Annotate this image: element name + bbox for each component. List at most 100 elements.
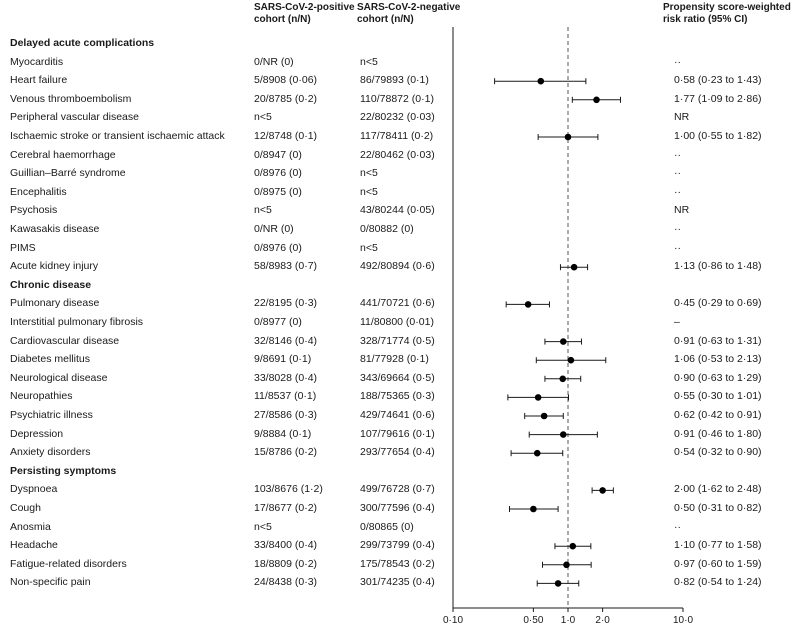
positive-count: 17/8677 (0·2) bbox=[254, 502, 318, 514]
outcome-label: Ischaemic stroke or transient ischaemic … bbox=[10, 130, 225, 142]
negative-count: 11/80800 (0·01) bbox=[360, 316, 434, 328]
estimate-point bbox=[537, 77, 545, 85]
table-row: Neurological disease 33/8028 (0·4) 343/696… bbox=[0, 370, 794, 389]
outcome-label: Anosmia bbox=[10, 520, 51, 533]
section-heading: Chronic disease bbox=[0, 277, 794, 296]
positive-count: n<5 bbox=[254, 204, 272, 217]
negative-count: 117/78411 (0·2) bbox=[360, 130, 434, 142]
risk-ratio-text: NR bbox=[674, 111, 690, 124]
outcome-label: Myocarditis bbox=[10, 55, 64, 68]
positive-count: 15/8786 (0·2) bbox=[254, 446, 318, 459]
outcome-label: Encephalitis bbox=[10, 185, 67, 198]
table-row: Depression 9/8884 (0·1) 107/79616 (0·1) 0·9… bbox=[0, 426, 794, 445]
negative-count: 429/74641 (0·6) bbox=[360, 409, 435, 421]
risk-ratio-text: 0·54 (0·32 to 0·90) bbox=[674, 446, 762, 459]
table-row: PIMS 0/8976 (0) n<5 ·· bbox=[0, 240, 794, 259]
risk-ratio-text: 0·90 (0·63 to 1·29) bbox=[674, 371, 762, 384]
negative-count: 110/78872 (0·1) bbox=[360, 92, 434, 105]
table-row: Cough 17/8677 (0·2) 300/77596 (0·4) 0·50 (0… bbox=[0, 500, 794, 519]
positive-count: 0/NR (0) bbox=[254, 223, 294, 235]
x-tick-label: 0·10 bbox=[443, 615, 463, 626]
positive-header-line-1: SARS-CoV-2-positive bbox=[254, 2, 355, 13]
negative-count: 343/69664 (0·5) bbox=[360, 371, 435, 384]
risk-ratio-text: ·· bbox=[674, 241, 681, 254]
estimate-point bbox=[554, 580, 562, 587]
outcome-label: Kawasakis disease bbox=[10, 223, 100, 235]
positive-count: 0/8975 (0) bbox=[254, 185, 302, 198]
risk-ratio-text: ·· bbox=[674, 520, 681, 533]
negative-count: 299/73799 (0·4) bbox=[360, 539, 435, 552]
risk-ratio-text: 1·06 (0·53 to 2·13) bbox=[674, 353, 762, 366]
table-row: Diabetes mellitus 9/8691 (0·1) 81/77928 (0… bbox=[0, 351, 794, 370]
outcome-label: Dyspnoea bbox=[10, 483, 58, 496]
estimate-point bbox=[564, 133, 572, 141]
outcome-label: Guillian–Barré syndrome bbox=[10, 167, 126, 180]
table-row: Anosmia n<5 0/80865 (0) ·· bbox=[0, 519, 794, 538]
estimate-point bbox=[567, 356, 575, 364]
outcome-label: Psychosis bbox=[10, 204, 58, 217]
negative-header-line-2: cohort (n/N) bbox=[357, 14, 414, 25]
negative-count: 175/78543 (0·2) bbox=[360, 557, 435, 570]
estimate-point bbox=[599, 487, 606, 494]
ratio-header-line-2: risk ratio (95% CI) bbox=[663, 14, 748, 25]
table-row: Cerebral haemorrhage 0/8947 (0) 22/80462 (… bbox=[0, 147, 794, 166]
positive-header-line-2: cohort (n/N) bbox=[254, 14, 311, 25]
outcome-label: Acute kidney injury bbox=[10, 260, 99, 273]
risk-ratio-text: 1·77 (1·09 to 2·86) bbox=[674, 92, 762, 105]
outcome-label: Headache bbox=[10, 539, 58, 552]
risk-ratio-text: 0·58 (0·23 to 1·43) bbox=[674, 74, 762, 87]
positive-count: 103/8676 (1·2) bbox=[254, 483, 323, 496]
x-tick-label: 10·0 bbox=[673, 615, 693, 626]
outcome-label: Diabetes mellitus bbox=[10, 353, 90, 366]
table-row: Headache 33/8400 (0·4) 299/73799 (0·4) 1·10… bbox=[0, 537, 794, 556]
outcome-label: Interstitial pulmonary fibrosis bbox=[10, 316, 144, 328]
table-row: Fatigue-related disorders 18/8809 (0·2) 17… bbox=[0, 556, 794, 575]
table-row: Anxiety disorders 15/8786 (0·2) 293/77654 … bbox=[0, 444, 794, 463]
outcome-label: Neurological disease bbox=[10, 371, 108, 384]
positive-count: 33/8028 (0·4) bbox=[254, 371, 318, 384]
negative-count: 22/80462 (0·03) bbox=[360, 148, 435, 161]
risk-ratio-text: ·· bbox=[674, 223, 681, 235]
negative-count: n<5 bbox=[360, 55, 378, 68]
negative-count: 301/74235 (0·4) bbox=[360, 576, 435, 589]
negative-count: 43/80244 (0·05) bbox=[360, 204, 435, 217]
outcome-label: Cerebral haemorrhage bbox=[10, 148, 116, 161]
x-tick-label: 1·0 bbox=[561, 615, 576, 626]
section-label: Delayed acute complications bbox=[10, 37, 155, 49]
positive-count: 0/8947 (0) bbox=[254, 148, 302, 161]
table-row: Psychosis n<5 43/80244 (0·05) NR bbox=[0, 202, 794, 221]
estimate-point bbox=[530, 505, 537, 513]
positive-count: 22/8195 (0·3) bbox=[254, 297, 318, 310]
positive-count: 9/8884 (0·1) bbox=[254, 427, 312, 440]
risk-ratio-text: ·· bbox=[674, 148, 681, 161]
risk-ratio-text: 1·10 (0·77 to 1·58) bbox=[674, 539, 762, 552]
positive-count: 27/8586 (0·3) bbox=[254, 409, 318, 421]
table-row: Interstitial pulmonary fibrosis 0/8977 (0… bbox=[0, 314, 794, 333]
negative-count: 328/71774 (0·5) bbox=[360, 334, 435, 347]
section-label: Chronic disease bbox=[10, 278, 92, 291]
table-row: Guillian–Barré syndrome 0/8976 (0) n<5 ·· bbox=[0, 165, 794, 184]
positive-count: 5/8908 (0·06) bbox=[254, 74, 318, 87]
positive-count: n<5 bbox=[254, 520, 272, 533]
positive-count: 33/8400 (0·4) bbox=[254, 539, 318, 552]
estimate-point bbox=[524, 301, 532, 308]
positive-count: 58/8983 (0·7) bbox=[254, 260, 318, 273]
risk-ratio-text: 1·00 (0·55 to 1·82) bbox=[674, 130, 762, 142]
outcome-label: Non-specific pain bbox=[10, 576, 91, 589]
negative-count: n<5 bbox=[360, 241, 378, 254]
table-row: Dyspnoea 103/8676 (1·2) 499/76728 (0·7) 2·0… bbox=[0, 481, 794, 500]
outcome-label: Pulmonary disease bbox=[10, 297, 100, 310]
estimate-point bbox=[563, 561, 570, 569]
risk-ratio-text: 0·82 (0·54 to 1·24) bbox=[674, 576, 762, 589]
risk-ratio-header: Propensity score-weighted risk ratio (95… bbox=[663, 2, 791, 26]
section-heading: Persisting symptoms bbox=[0, 463, 794, 482]
estimate-point bbox=[540, 412, 548, 420]
outcome-label: Depression bbox=[10, 427, 64, 440]
outcome-label: Psychiatric illness bbox=[10, 409, 93, 421]
negative-count: n<5 bbox=[360, 167, 378, 180]
risk-ratio-text: 1·13 (0·86 to 1·48) bbox=[674, 260, 762, 273]
estimate-point bbox=[559, 338, 567, 345]
outcome-label: Venous thromboembolism bbox=[10, 92, 132, 105]
